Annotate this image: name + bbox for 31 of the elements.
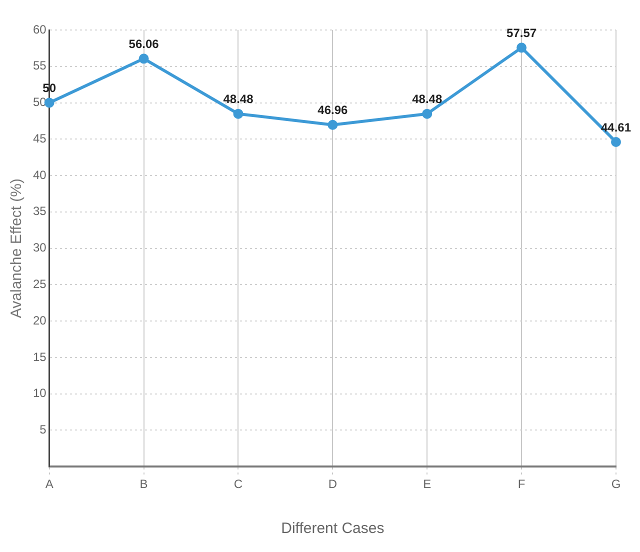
point	[611, 136, 621, 147]
point	[328, 120, 338, 130]
x-tick-label: D	[328, 477, 338, 492]
x-tick-label: A	[45, 477, 54, 492]
point	[138, 54, 149, 64]
x-tick-label: G	[611, 477, 621, 492]
y-tick-label: 40	[32, 168, 47, 182]
x-axis-title: Different Cases	[281, 520, 384, 538]
y-tick-label: 55	[32, 58, 47, 73]
data-label: 48.48	[223, 92, 254, 106]
y-tick-label: 10	[32, 386, 47, 400]
point	[233, 108, 244, 119]
x-tick-label: C	[234, 477, 243, 492]
data-label: 46.96	[318, 103, 348, 118]
y-tick-label: 30	[32, 240, 47, 255]
y-tick-label: 35	[32, 204, 47, 218]
x-tick-label: F	[518, 477, 526, 492]
data-label: 56.06	[128, 36, 160, 51]
y-tick-label: 20	[32, 313, 47, 328]
x-tick-label: E	[423, 477, 432, 492]
y-tick-label: 15	[32, 350, 47, 364]
y-tick-label: 25	[32, 276, 47, 291]
y-tick-label: 45	[32, 131, 47, 146]
x-tick-label: B	[140, 477, 148, 492]
data-label: 48.48	[412, 92, 442, 106]
point	[422, 108, 432, 119]
y-tick-label: 60	[32, 22, 47, 36]
data-label: 57.57	[506, 26, 537, 40]
y-tick-label: 5	[40, 422, 47, 437]
point	[516, 42, 527, 53]
y-axis-title: Avalanche Effect (%)	[8, 178, 26, 318]
